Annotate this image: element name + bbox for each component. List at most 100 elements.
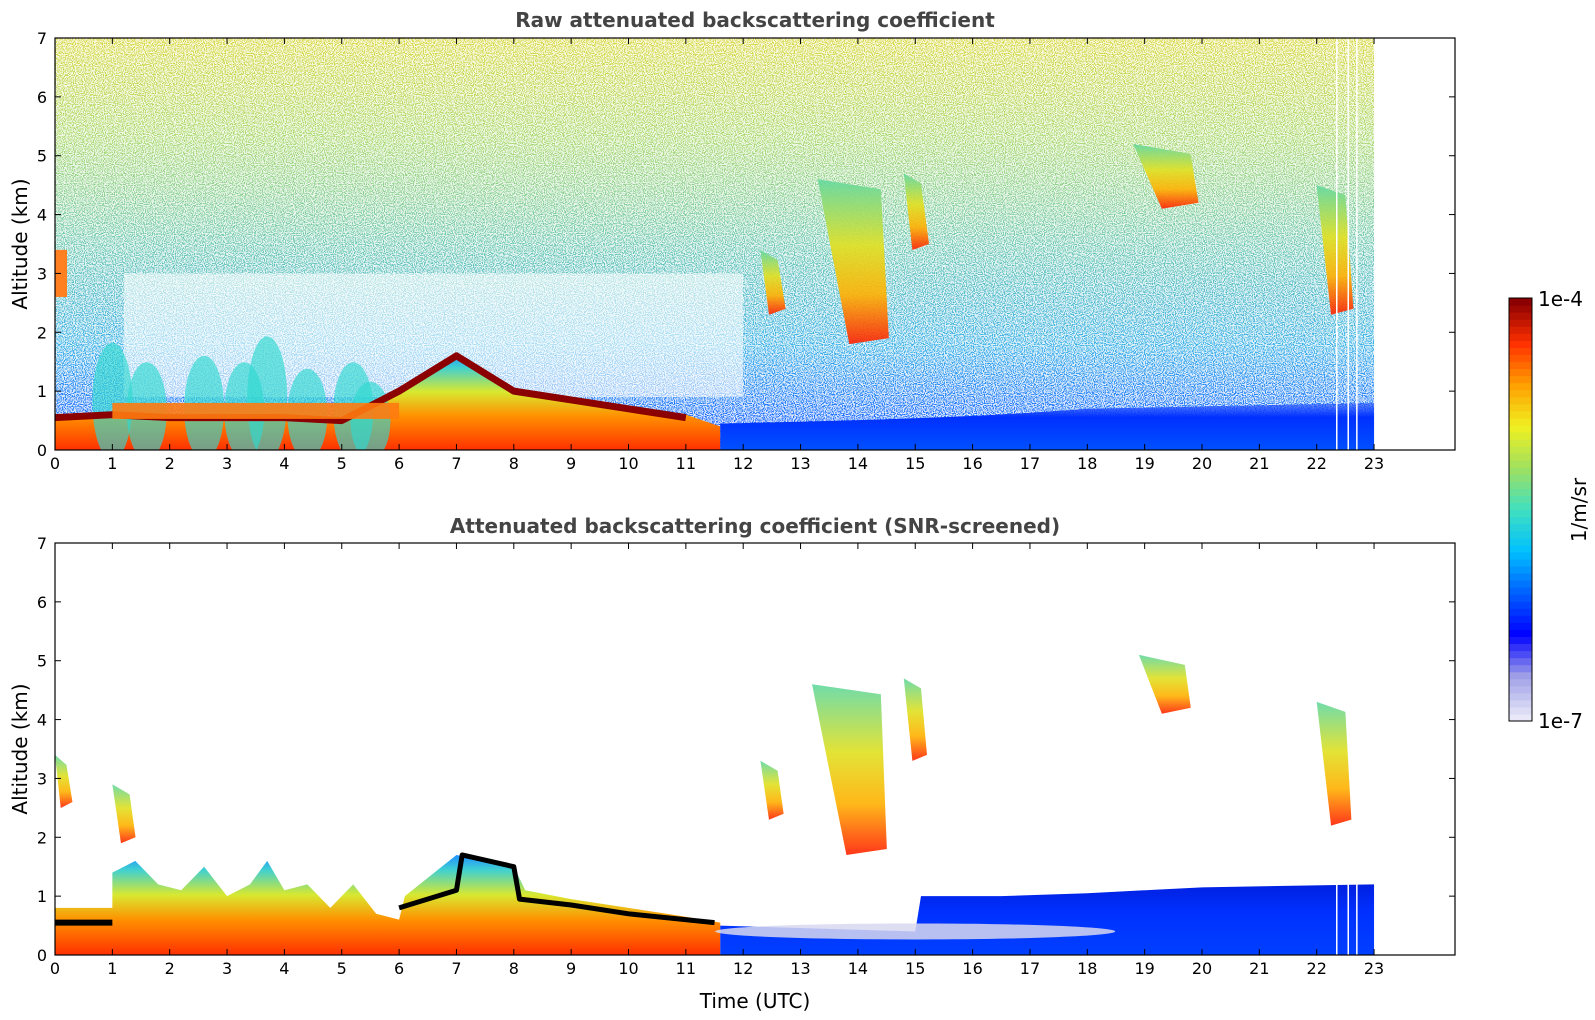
panel-raw-heatmap: [55, 38, 1375, 450]
colorbar-band: [1509, 537, 1532, 546]
colorbar-band: [1509, 305, 1532, 313]
boundary-layer-top: [398, 852, 715, 926]
afternoon-boundary-layer: [720, 884, 1375, 955]
x-tick-label: 20: [1192, 959, 1212, 978]
y-tick-label: 2: [37, 323, 47, 342]
colorbar-band: [1509, 368, 1532, 377]
x-tick-label: 18: [1077, 454, 1097, 473]
bl-top-mask: [112, 402, 400, 419]
cloud-feature: [55, 754, 73, 808]
colorbar-band: [1509, 312, 1532, 320]
y-tick-label: 5: [37, 147, 47, 166]
colorbar-band: [1509, 488, 1532, 496]
x-tick-label: 5: [337, 454, 347, 473]
cloud-feature: [817, 179, 889, 345]
colorbar-band: [1509, 431, 1532, 440]
colorbar-band: [1509, 671, 1532, 680]
colorbar-band: [1509, 558, 1532, 567]
x-tick-label: 15: [905, 454, 925, 473]
colorbar-band: [1509, 629, 1532, 637]
colorbar-band: [1509, 706, 1532, 715]
y-tick-label: 4: [37, 711, 47, 730]
colorbar: 1e-4 1e-7 1/m/sr: [1508, 287, 1591, 733]
x-tick-label: 17: [1020, 959, 1040, 978]
colorbar-band: [1509, 692, 1532, 701]
colorbar-band: [1509, 580, 1532, 588]
x-tick-label: 17: [1020, 454, 1040, 473]
x-tick-label: 4: [279, 454, 289, 473]
x-tick-label: 9: [566, 959, 576, 978]
x-tick-label: 7: [451, 959, 461, 978]
x-tick-label: 4: [279, 959, 289, 978]
colorbar-band: [1509, 474, 1532, 482]
panel-raw-frame: [54, 37, 1456, 451]
colorbar-band: [1509, 523, 1532, 532]
cloud-feature: [760, 760, 784, 820]
x-tick-label: 21: [1249, 454, 1269, 473]
colorbar-band: [1509, 495, 1532, 504]
colorbar-band: [1509, 516, 1532, 525]
colorbar-min-label: 1e-7: [1538, 709, 1583, 733]
cloud-feature: [760, 249, 786, 315]
panel-screened-x-axis: 0 1 2 3 4 5 6 7 8 9 10 11 12 13 14 15 16 17 18 19 20 21 22 23: [50, 543, 1384, 978]
x-tick-label: 3: [222, 959, 232, 978]
colorbar-band: [1509, 410, 1532, 419]
x-tick-label: 8: [509, 454, 519, 473]
colorbar-band: [1509, 375, 1532, 384]
colorbar-band: [1509, 340, 1532, 348]
x-tick-label: 12: [733, 959, 753, 978]
cloud-feature: [1316, 185, 1354, 315]
x-tick-label: 15: [905, 959, 925, 978]
colorbar-band: [1509, 713, 1532, 722]
y-tick-label: 2: [37, 828, 47, 847]
cloud-feature: [1316, 701, 1352, 826]
cloud-feature: [812, 684, 887, 856]
colorbar-band: [1509, 502, 1532, 511]
x-tick-label: 19: [1134, 959, 1154, 978]
residual-layer: [715, 923, 1116, 940]
panel-raw: Raw attenuated backscattering coefficien…: [8, 8, 1456, 473]
colorbar-band: [1509, 467, 1532, 475]
panel-screened-xlabel: Time (UTC): [699, 989, 811, 1013]
x-tick-label: 18: [1077, 959, 1097, 978]
colorbar-band: [1509, 650, 1532, 659]
panel-screened: Attenuated backscattering coefficient (S…: [8, 514, 1456, 1013]
colorbar-band: [1509, 417, 1532, 426]
colorbar-band: [1509, 453, 1532, 461]
x-tick-label: 0: [50, 959, 60, 978]
convective-plume: [247, 336, 288, 450]
colorbar-band: [1509, 347, 1532, 355]
y-tick-label: 5: [37, 652, 47, 671]
y-tick-label: 7: [37, 29, 47, 48]
x-tick-label: 12: [733, 454, 753, 473]
y-tick-label: 7: [37, 534, 47, 553]
afternoon-boundary-layer: [720, 402, 1375, 450]
y-tick-label: 1: [37, 887, 47, 906]
x-tick-label: 19: [1134, 454, 1154, 473]
convective-plume: [92, 342, 133, 450]
colorbar-band: [1509, 664, 1532, 673]
colorbar-band: [1509, 643, 1532, 652]
colorbar-band: [1509, 608, 1532, 616]
colorbar-band: [1509, 319, 1532, 327]
colorbar-band: [1509, 530, 1532, 539]
x-tick-label: 20: [1192, 454, 1212, 473]
cloud-feature: [112, 784, 136, 844]
y-tick-label: 6: [37, 593, 47, 612]
x-tick-label: 8: [509, 959, 519, 978]
colorbar-band: [1509, 403, 1532, 412]
colorbar-band: [1509, 298, 1532, 306]
x-tick-label: 3: [222, 454, 232, 473]
cloud-feature: [903, 173, 929, 250]
y-tick-label: 3: [37, 264, 47, 283]
cloud-feature: [1133, 143, 1199, 209]
colorbar-band: [1509, 333, 1532, 341]
colorbar-band: [1509, 678, 1532, 687]
x-tick-label: 14: [848, 454, 868, 473]
colorbar-band: [1509, 326, 1532, 334]
colorbar-frame: [1508, 297, 1533, 722]
y-tick-label: 3: [37, 769, 47, 788]
x-tick-label: 9: [566, 454, 576, 473]
x-tick-label: 2: [165, 454, 175, 473]
